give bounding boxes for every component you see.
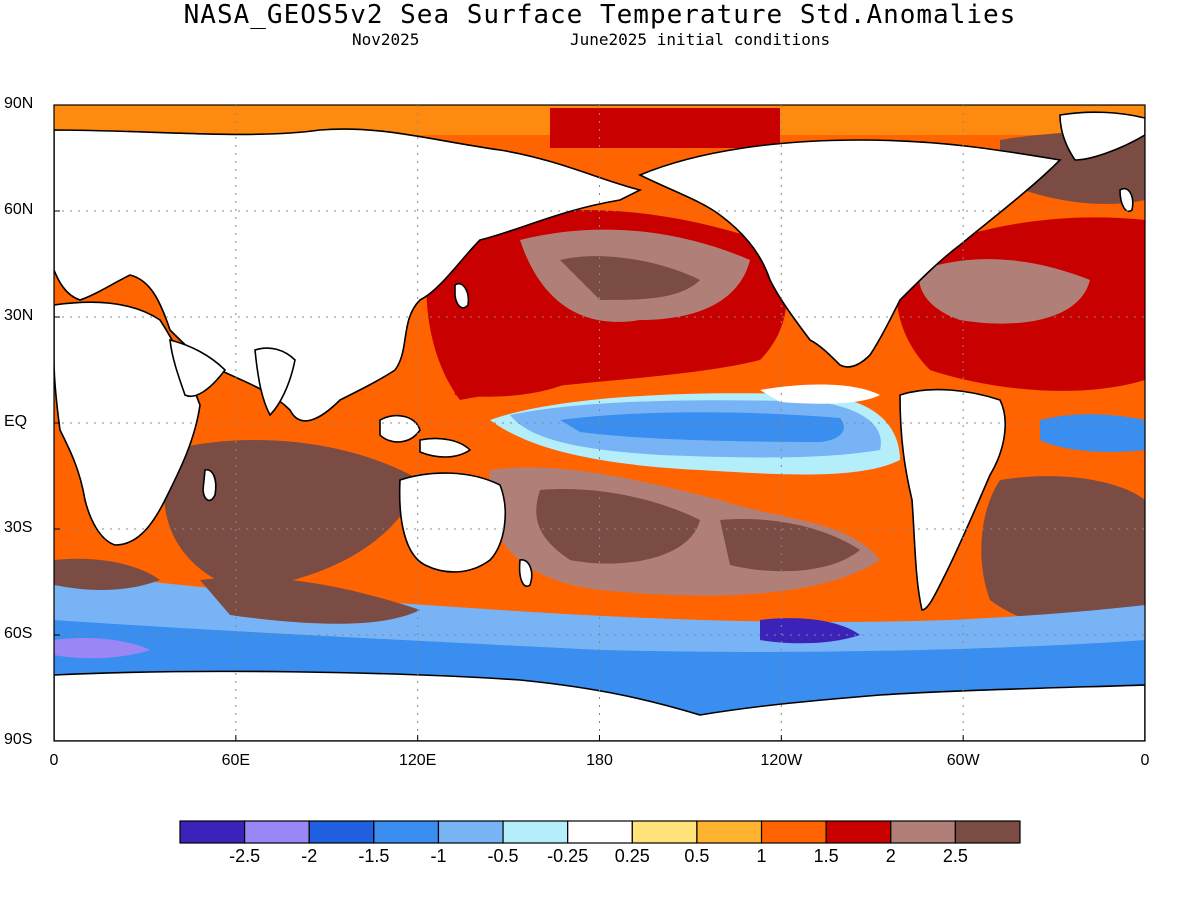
land-masses [54, 111, 1145, 741]
x-axis-label: 60W [946, 752, 980, 769]
colorbar-label: -0.5 [487, 846, 519, 866]
colorbar-label: 2.5 [942, 846, 968, 866]
y-axis-label: 60N [4, 201, 34, 218]
x-axis-label: 0 [1140, 752, 1150, 769]
colorbar-swatch [308, 820, 375, 844]
colorbar-swatch [825, 820, 892, 844]
colorbar-label: 2 [885, 846, 896, 866]
colorbar-swatch [502, 820, 569, 844]
colorbar-label: 1.5 [813, 846, 839, 866]
x-axis-label: 0 [49, 752, 59, 769]
colorbar-swatch [179, 820, 246, 844]
y-axis-label: 30S [4, 519, 33, 536]
x-axis-label: 180 [586, 752, 613, 769]
graticule [54, 105, 1145, 741]
colorbar-label: -1 [430, 846, 447, 866]
colorbar-label: -2.5 [229, 846, 261, 866]
y-axis-label: 30N [4, 307, 34, 324]
colorbar [179, 820, 1021, 844]
y-axis-label: EQ [4, 413, 28, 430]
colorbar-label: 0.5 [684, 846, 710, 866]
colorbar-swatch [437, 820, 504, 844]
colorbar-label: 0.25 [614, 846, 650, 866]
colorbar-swatch [954, 820, 1021, 844]
colorbar-swatch [567, 820, 633, 844]
colorbar-swatch [696, 820, 763, 844]
colorbar-swatch [373, 820, 440, 844]
initial-conditions: June2025 initial conditions [570, 30, 831, 49]
colorbar-swatch [890, 820, 956, 844]
colorbar-swatch [244, 820, 310, 844]
x-axis-label: 120E [398, 752, 437, 769]
colorbar-label: -2 [301, 846, 318, 866]
forecast-month: Nov2025 [352, 30, 420, 49]
colorbar-swatch [631, 820, 698, 844]
colorbar-label: -0.25 [547, 846, 589, 866]
colorbar-swatch [760, 820, 827, 844]
map-title: NASA_GEOS5v2 Sea Surface Temperature Std… [183, 0, 1017, 30]
y-axis-label: 90S [4, 731, 33, 748]
y-axis-label: 90N [4, 95, 34, 112]
x-axis-label: 60E [221, 752, 251, 769]
axis-ticks [53, 104, 1146, 742]
x-axis-label: 120W [760, 752, 803, 769]
colorbar-label: 1 [756, 846, 767, 866]
colorbar-label: -1.5 [358, 846, 390, 866]
y-axis-label: 60S [4, 625, 33, 642]
